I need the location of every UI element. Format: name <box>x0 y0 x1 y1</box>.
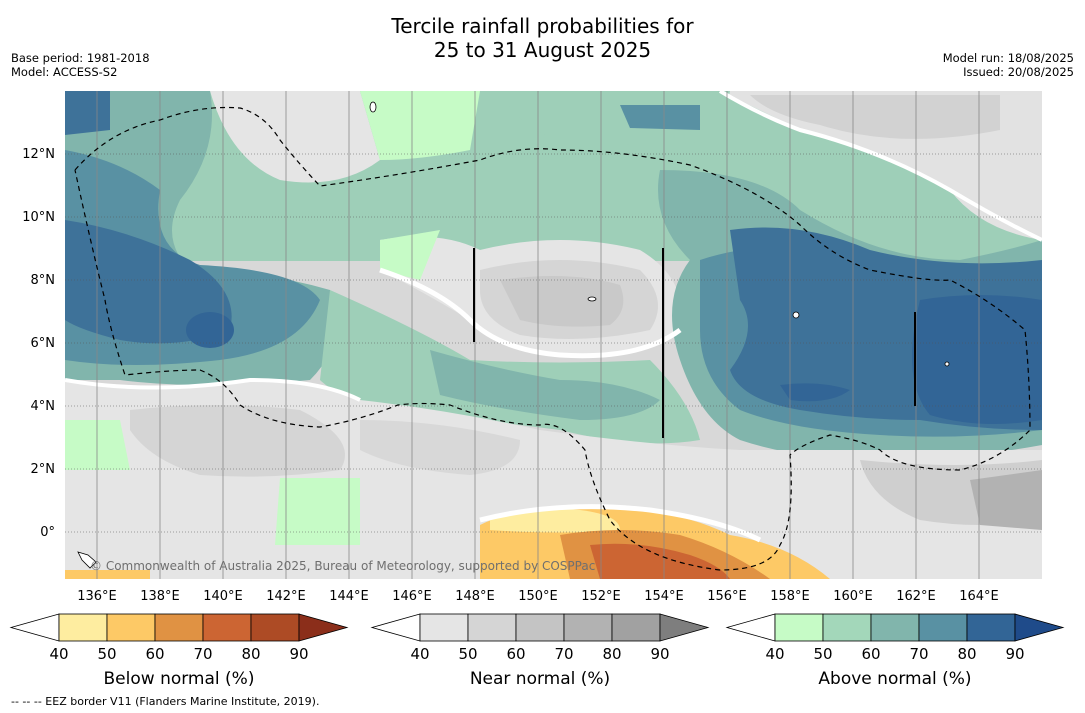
colorbar-tick-label: 70 <box>193 645 212 663</box>
colorbar-tick-label: 80 <box>602 645 621 663</box>
colorbar-tick-label: 90 <box>289 645 308 663</box>
lon-label: 156°E <box>707 589 747 604</box>
colorbar-tick-label: 50 <box>458 645 477 663</box>
colorbar-swatch <box>419 613 469 642</box>
lat-label: 8°N <box>31 273 56 288</box>
lon-label: 146°E <box>392 589 432 604</box>
colorbar-tick-label: 60 <box>861 645 880 663</box>
colorbar-swatch <box>58 613 108 642</box>
colorbar-swatch <box>966 613 1016 642</box>
colorbar-extend-high <box>659 613 710 642</box>
colorbar-swatch <box>563 613 613 642</box>
colorbar-tick-label: 70 <box>909 645 928 663</box>
above-normal-patch-s <box>275 478 360 545</box>
eez-footnote: -- -- -- EEZ border V11 (Flanders Marine… <box>11 695 320 708</box>
colorbar-swatch <box>202 613 252 642</box>
lon-label: 148°E <box>455 589 495 604</box>
lon-label: 138°E <box>140 589 180 604</box>
colorbar-extend-low <box>370 613 421 642</box>
lon-label: 164°E <box>959 589 999 604</box>
colorbar-swatch <box>515 613 565 642</box>
colorbar-swatch <box>250 613 300 642</box>
meta-left: Base period: 1981-2018 Model: ACCESS-S2 <box>11 51 150 79</box>
base-period-text: Base period: 1981-2018 <box>11 51 150 65</box>
lon-label: 142°E <box>266 589 306 604</box>
colorbar-swatch <box>106 613 156 642</box>
model-run-text: Model run: 18/08/2025 <box>942 51 1074 65</box>
colorbar-extend-low <box>9 613 60 642</box>
lat-label: 6°N <box>31 336 56 351</box>
colorbar-tick-label: 60 <box>506 645 525 663</box>
colorbar-tick-label: 90 <box>1005 645 1024 663</box>
colorbar-tick-label: 40 <box>49 645 68 663</box>
lat-label: 10°N <box>22 210 55 225</box>
boundary-segments <box>473 248 916 438</box>
title-line-1: Tercile rainfall probabilities for <box>391 14 694 38</box>
lat-label: 0° <box>40 525 55 540</box>
colorbar-tick-label: 50 <box>97 645 116 663</box>
colorbar-swatch <box>611 613 661 642</box>
colorbar-extend-low <box>725 613 776 642</box>
title-line-2: 25 to 31 August 2025 <box>433 38 652 62</box>
colorbar-near-normal: 40 50 60 70 80 90 Near normal (%) <box>370 613 710 689</box>
eez-borders <box>74 106 1031 571</box>
colorbar-extend-high <box>298 613 349 642</box>
lon-label: 144°E <box>329 589 369 604</box>
colorbar-tick-label: 40 <box>765 645 784 663</box>
model-text: Model: ACCESS-S2 <box>11 65 118 79</box>
meta-right: Model run: 18/08/2025 Issued: 20/08/2025 <box>943 51 1074 79</box>
colorbar-swatch <box>774 613 824 642</box>
lat-label: 4°N <box>31 399 56 414</box>
colorbar-tick-label: 90 <box>650 645 669 663</box>
colorbar-title: Near normal (%) <box>470 669 610 689</box>
colorbar-legends: 40 50 60 70 80 90 Below normal (%) 40 50 60 70 80 9… <box>9 613 1065 689</box>
colorbar-title: Above normal (%) <box>818 669 971 689</box>
colorbar-tick-label: 50 <box>813 645 832 663</box>
copyright-text: © Commonwealth of Australia 2025, Bureau… <box>90 559 595 573</box>
lon-label: 140°E <box>203 589 243 604</box>
islands <box>77 101 950 569</box>
lon-label: 154°E <box>644 589 684 604</box>
probability-field <box>65 91 1042 579</box>
lon-label: 136°E <box>77 589 117 604</box>
colorbar-title: Below normal (%) <box>104 669 255 689</box>
rainfall-map: © Commonwealth of Australia 2025, Bureau… <box>22 91 1042 604</box>
colorbar-tick-label: 80 <box>241 645 260 663</box>
issued-text: Issued: 20/08/2025 <box>963 65 1074 79</box>
colorbar-swatch <box>918 613 968 642</box>
colorbar-extend-high <box>1014 613 1065 642</box>
colorbar-swatch <box>467 613 517 642</box>
lon-label: 150°E <box>518 589 558 604</box>
colorbar-tick-label: 70 <box>554 645 573 663</box>
lon-label: 152°E <box>581 589 621 604</box>
colorbar-swatch <box>154 613 204 642</box>
lon-label: 162°E <box>896 589 936 604</box>
lon-label: 158°E <box>770 589 810 604</box>
lon-label: 160°E <box>833 589 873 604</box>
colorbar-tick-label: 40 <box>410 645 429 663</box>
near-normal-region-n <box>210 91 380 183</box>
colorbar-tick-label: 80 <box>957 645 976 663</box>
longitude-labels: 136°E 138°E 140°E 142°E 144°E 146°E 148°… <box>77 589 999 604</box>
colorbar-tick-label: 60 <box>145 645 164 663</box>
colorbar-swatch <box>822 613 872 642</box>
colorbar-above-normal: 40 50 60 70 80 90 Above normal (%) <box>725 613 1065 689</box>
lat-label: 2°N <box>31 462 56 477</box>
colorbar-swatch <box>870 613 920 642</box>
colorbar-below-normal: 40 50 60 70 80 90 Below normal (%) <box>9 613 349 689</box>
map-title: Tercile rainfall probabilities for 25 to… <box>0 14 1085 62</box>
gridlines <box>65 153 1042 533</box>
latitude-labels: 12°N 10°N 8°N 6°N 4°N 2°N 0° <box>22 147 55 540</box>
lat-label: 12°N <box>22 147 55 162</box>
